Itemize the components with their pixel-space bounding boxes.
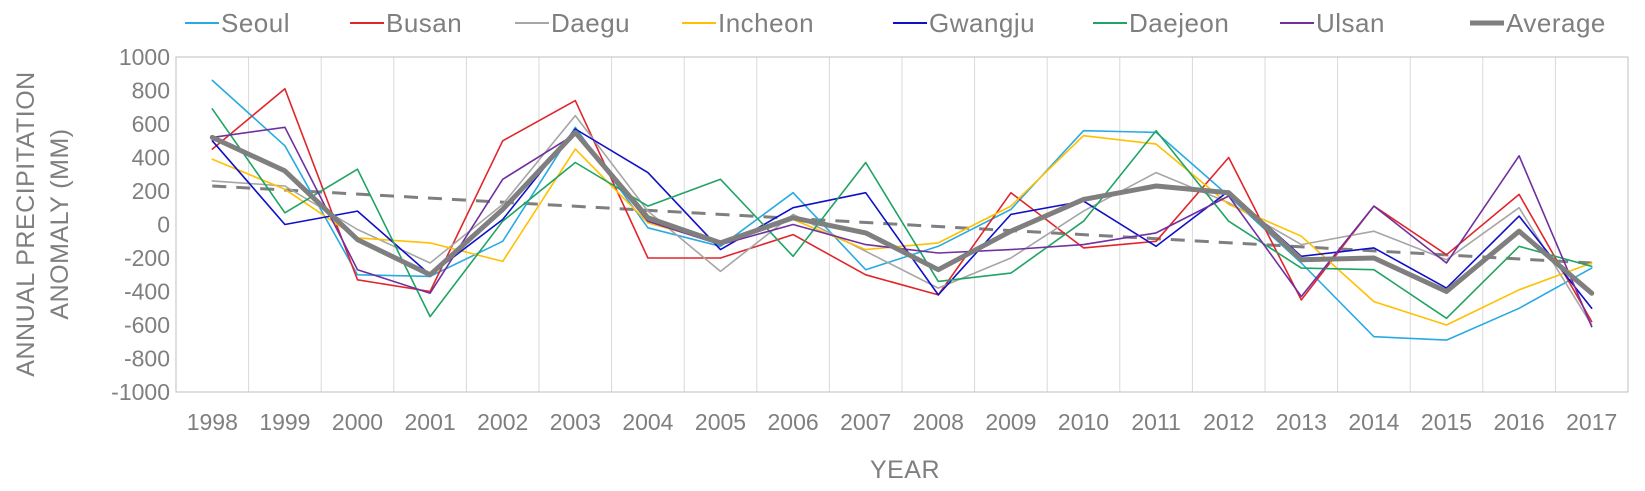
y-tick-label: 600: [132, 111, 170, 137]
legend-label: Gwangju: [929, 8, 1035, 38]
series-line-seoul: [211, 79, 1593, 341]
legend: Seoul Busan Daegu Incheon Gwangju Daejeon Ulsa…: [185, 8, 1606, 38]
series-line-incheon: [211, 134, 1593, 326]
legend-label: Ulsan: [1316, 8, 1385, 38]
plot-frame: [175, 56, 1629, 393]
legend-item-seoul: Seoul: [185, 8, 290, 38]
legend-item-daegu: Daegu: [515, 8, 630, 38]
series-line-daegu: [211, 114, 1593, 326]
series-lines: [209, 79, 1595, 341]
x-tick-label: 2015: [1421, 409, 1472, 435]
legend-item-incheon: Incheon: [682, 8, 814, 38]
plot-area-border: [175, 56, 1629, 393]
x-axis-title: YEAR: [870, 456, 940, 484]
x-tick-label: 2006: [768, 409, 819, 435]
x-tick-label: 1999: [259, 409, 310, 435]
x-tick-label: 2012: [1203, 409, 1254, 435]
x-tick-label: 2005: [695, 409, 746, 435]
y-axis-title-line-1: ANNUAL PRECIPITATION: [12, 71, 40, 376]
x-tick-label: 2013: [1276, 409, 1327, 435]
legend-label: Average: [1506, 8, 1606, 38]
y-tick-label: -600: [124, 312, 170, 338]
x-tick-label: 2009: [985, 409, 1036, 435]
legend-item-ulsan: Ulsan: [1280, 8, 1385, 38]
y-tick-label: 400: [132, 145, 170, 171]
x-tick-label: 2001: [405, 409, 456, 435]
y-tick-label: -1000: [111, 379, 170, 405]
vertical-gridlines: [248, 57, 1556, 392]
y-tick-label: -200: [124, 245, 170, 271]
x-axis-tick-labels: 1998 1999 2000 2001 2002 2003 2004 2005 2006 2007…: [187, 409, 1618, 435]
y-tick-label: -400: [124, 279, 170, 305]
y-tick-label: 1000: [119, 44, 170, 70]
series-line-average: [209, 129, 1595, 296]
y-axis-title-line-2: ANOMALY (MM): [46, 128, 74, 319]
x-tick-label: 2004: [622, 409, 673, 435]
y-tick-label: 200: [132, 178, 170, 204]
legend-label: Seoul: [221, 8, 290, 38]
y-tick-label: -800: [124, 346, 170, 372]
x-tick-label: 2000: [332, 409, 383, 435]
y-axis-title: ANNUAL PRECIPITATION ANOMALY (MM): [12, 71, 74, 376]
y-axis-tick-labels: 1000 800 600 400 200 0 -200 -400 -600 -800 -1000: [111, 44, 170, 405]
x-tick-label: 2017: [1566, 409, 1617, 435]
x-tick-label: 2008: [913, 409, 964, 435]
x-tick-label: 2016: [1494, 409, 1545, 435]
legend-item-average: Average: [1470, 8, 1606, 38]
x-tick-label: 2010: [1058, 409, 1109, 435]
legend-label: Incheon: [718, 8, 814, 38]
x-tick-label: 1998: [187, 409, 238, 435]
legend-item-busan: Busan: [350, 8, 462, 38]
x-tick-label: 2011: [1131, 409, 1180, 435]
x-tick-label: 2007: [840, 409, 891, 435]
y-tick-label: 800: [132, 78, 170, 104]
x-tick-label: 2002: [477, 409, 528, 435]
legend-label: Busan: [386, 8, 462, 38]
y-tick-label: 0: [157, 212, 170, 238]
x-tick-label: 2014: [1348, 409, 1399, 435]
legend-item-daejeon: Daejeon: [1093, 8, 1229, 38]
x-tick-label: 2003: [550, 409, 601, 435]
legend-label: Daegu: [551, 8, 630, 38]
series-line-daejeon: [211, 108, 1593, 320]
legend-label: Daejeon: [1129, 8, 1229, 38]
legend-item-gwangju: Gwangju: [893, 8, 1035, 38]
